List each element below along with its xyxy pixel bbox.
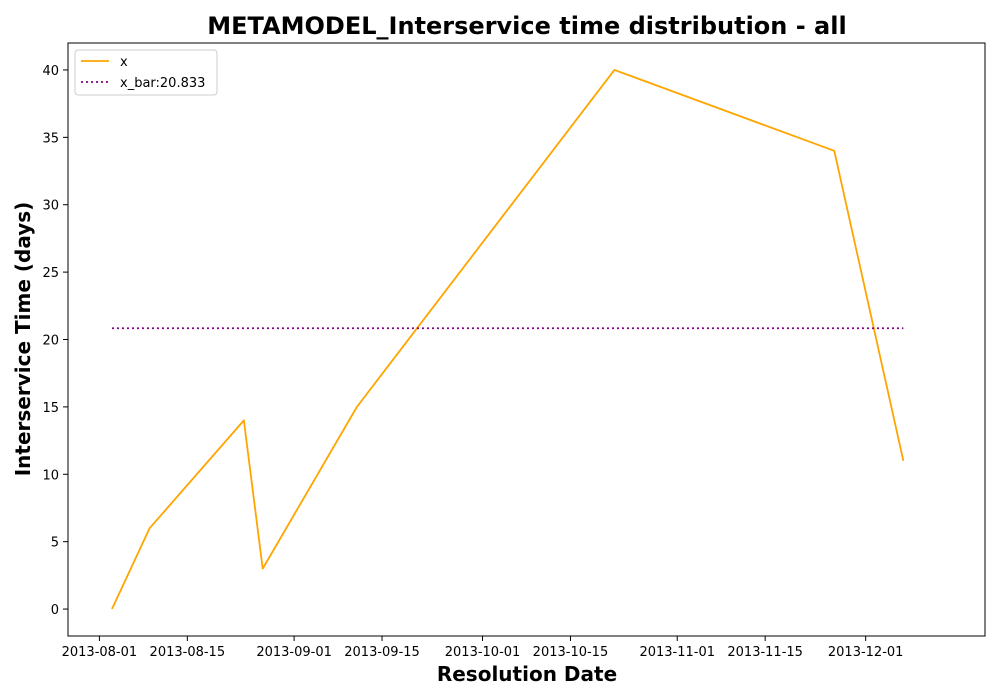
x-tick-label: 2013-09-01 xyxy=(256,645,332,660)
legend-label-x: x xyxy=(120,55,128,70)
plot-area xyxy=(68,43,985,636)
x-axis-label: Resolution Date xyxy=(437,662,617,686)
y-tick-label: 5 xyxy=(51,536,59,551)
x-axis: 2013-08-01 2013-08-15 2013-09-01 2013-09-15… xyxy=(62,636,904,660)
chart-title: METAMODEL_Interservice time distribution… xyxy=(207,12,846,40)
x-tick-label: 2013-08-15 xyxy=(150,645,226,660)
x-tick-label: 2013-10-15 xyxy=(533,645,609,660)
x-tick-label: 2013-09-15 xyxy=(344,645,420,660)
y-axis: 0 5 10 15 20 25 30 35 40 xyxy=(42,64,68,618)
x-tick-label: 2013-12-01 xyxy=(828,645,904,660)
y-tick-label: 35 xyxy=(42,131,59,146)
x-tick-label: 2013-08-01 xyxy=(62,645,138,660)
legend-label-x-bar: x_bar:20.833 xyxy=(120,76,205,91)
x-tick-label: 2013-11-15 xyxy=(727,645,803,660)
x-tick-label: 2013-11-01 xyxy=(639,645,715,660)
x-tick-label: 2013-10-01 xyxy=(445,645,521,660)
y-tick-label: 25 xyxy=(42,266,59,281)
series-layer xyxy=(112,70,903,609)
y-tick-label: 0 xyxy=(51,603,59,618)
y-axis-label: Interservice Time (days) xyxy=(11,202,35,477)
y-tick-label: 20 xyxy=(42,334,59,349)
legend: x x_bar:20.833 xyxy=(75,50,217,95)
y-tick-label: 40 xyxy=(42,64,59,79)
y-tick-label: 30 xyxy=(42,199,59,214)
series-x-line xyxy=(112,70,903,609)
y-tick-label: 10 xyxy=(42,468,59,483)
y-tick-label: 15 xyxy=(42,401,59,416)
